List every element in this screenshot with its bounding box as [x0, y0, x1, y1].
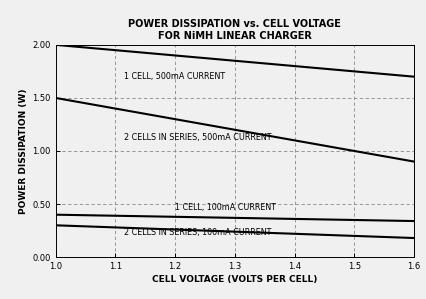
Y-axis label: POWER DISSIPATION (W): POWER DISSIPATION (W) — [19, 88, 28, 214]
Text: 1 CELL, 500mA CURRENT: 1 CELL, 500mA CURRENT — [124, 72, 225, 81]
Text: 2 CELLS IN SERIES, 500mA CURRENT: 2 CELLS IN SERIES, 500mA CURRENT — [124, 133, 271, 142]
X-axis label: CELL VOLTAGE (VOLTS PER CELL): CELL VOLTAGE (VOLTS PER CELL) — [152, 275, 317, 284]
Text: 2 CELLS IN SERIES, 100mA CURRENT: 2 CELLS IN SERIES, 100mA CURRENT — [124, 228, 271, 237]
Title: POWER DISSIPATION vs. CELL VOLTAGE
FOR NiMH LINEAR CHARGER: POWER DISSIPATION vs. CELL VOLTAGE FOR N… — [128, 19, 340, 41]
Text: 1 CELL, 100mA CURRENT: 1 CELL, 100mA CURRENT — [175, 203, 276, 212]
